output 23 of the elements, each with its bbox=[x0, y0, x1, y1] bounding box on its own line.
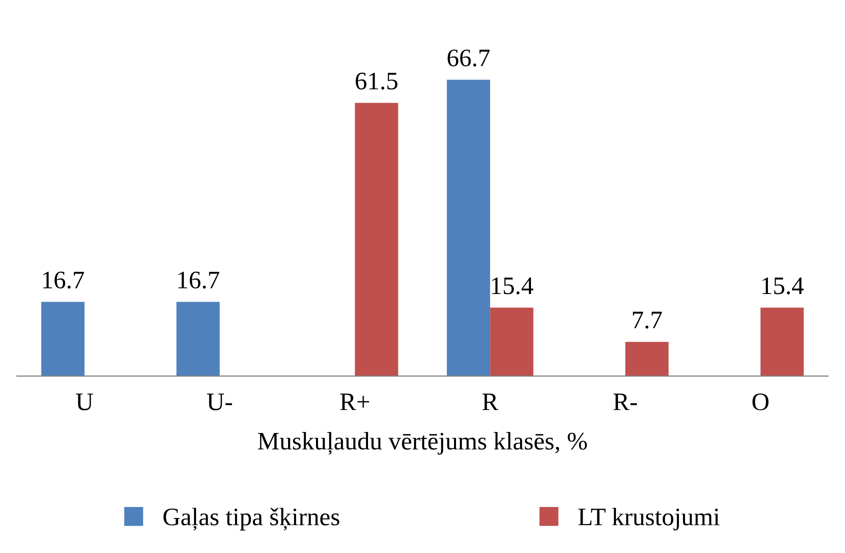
x-tick-label: U- bbox=[207, 394, 232, 410]
bar bbox=[490, 308, 534, 376]
x-tick-label: U bbox=[76, 394, 94, 410]
x-tick-label: O bbox=[752, 394, 768, 410]
legend-label: LT krustojumi bbox=[578, 508, 720, 530]
x-tick-label: R bbox=[482, 394, 498, 410]
data-label: 15.4 bbox=[762, 277, 804, 294]
data-label: 7.7 bbox=[632, 312, 662, 329]
bar bbox=[625, 342, 669, 376]
x-axis-title: Muskuļaudu vērtējums klasēs, % bbox=[258, 432, 587, 455]
bar bbox=[41, 302, 84, 376]
x-tick-label: R+ bbox=[340, 394, 370, 410]
bar bbox=[176, 302, 220, 376]
data-label: 61.5 bbox=[356, 72, 398, 90]
data-label: 16.7 bbox=[43, 272, 84, 289]
data-label: 15.4 bbox=[492, 277, 534, 294]
bar bbox=[760, 308, 804, 376]
bar bbox=[354, 102, 398, 376]
data-label: 66.7 bbox=[448, 50, 490, 66]
legend-label: Gaļas tipa šķirnes bbox=[163, 508, 340, 530]
data-label: 16.7 bbox=[178, 272, 220, 289]
x-tick-label: R- bbox=[614, 394, 637, 410]
bar bbox=[446, 80, 490, 376]
